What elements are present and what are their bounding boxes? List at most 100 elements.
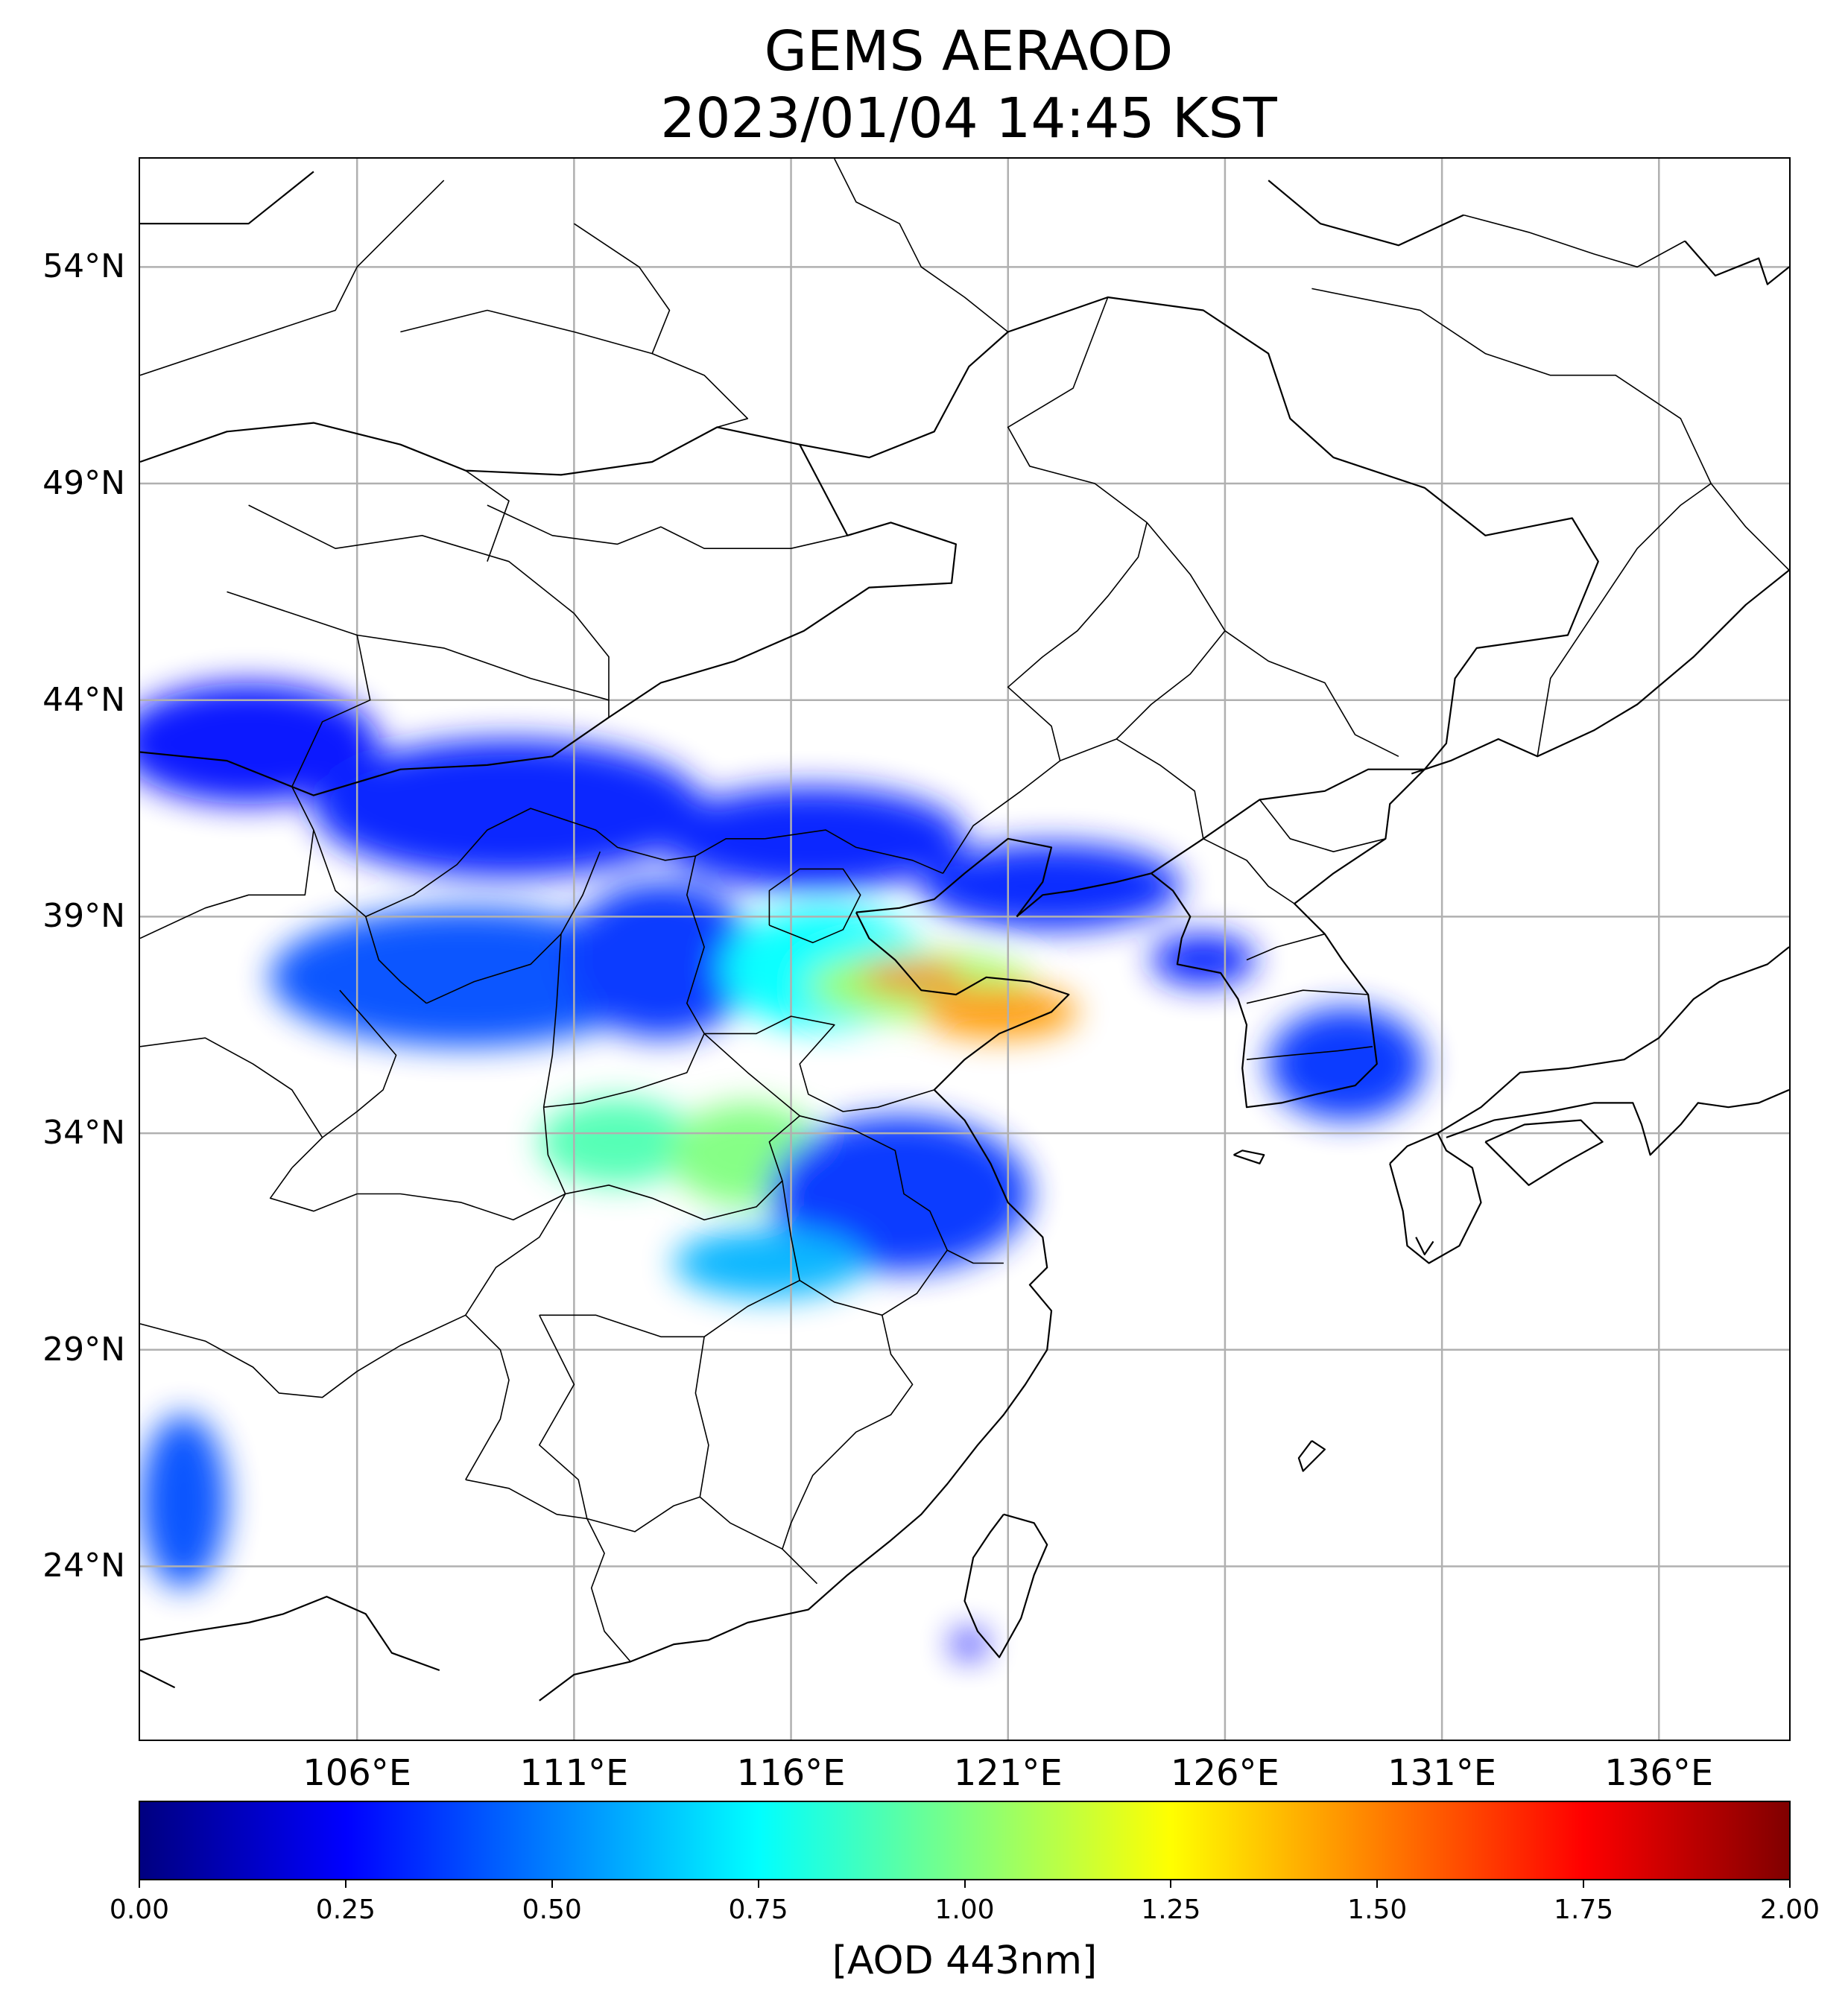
lon-tick-label: 111°E xyxy=(519,1752,629,1794)
coastline xyxy=(1233,1150,1265,1164)
lon-tick-label: 106°E xyxy=(303,1752,412,1794)
lon-tick-label: 121°E xyxy=(953,1752,1063,1794)
colorbar-tick-mark xyxy=(139,1879,140,1888)
lon-tick-label: 116°E xyxy=(736,1752,846,1794)
map-frame[interactable] xyxy=(139,157,1791,1741)
colorbar-title: [AOD 443nm] xyxy=(832,1938,1098,1983)
colorbar-tick-label: 1.75 xyxy=(1554,1895,1614,1925)
graticule xyxy=(140,159,1789,1740)
province-boundary xyxy=(1463,214,1686,268)
province-boundary xyxy=(465,469,510,562)
country-border xyxy=(140,171,314,225)
colorbar-tick-mark xyxy=(963,1879,966,1888)
province-boundary xyxy=(1146,521,1399,758)
province-boundary xyxy=(140,180,445,376)
province-boundary xyxy=(942,738,1204,874)
province-boundary xyxy=(140,1037,323,1138)
coastline xyxy=(1297,1439,1326,1472)
aod-patch-shanxi xyxy=(565,881,756,1039)
province-boundary xyxy=(834,159,1009,333)
country-borders xyxy=(140,171,1599,1689)
aod-patch-anhui-jiangsu xyxy=(769,1115,1030,1272)
country-border xyxy=(140,296,1599,796)
aod-patch-loess-plateau xyxy=(270,907,661,1047)
province-boundary xyxy=(1710,483,1789,571)
colorbar-tick-mark xyxy=(1583,1879,1585,1888)
lat-tick-label: 39°N xyxy=(42,897,125,936)
lon-tick-label: 126°E xyxy=(1170,1752,1279,1794)
province-boundary xyxy=(1537,483,1712,757)
province-boundary xyxy=(782,1315,914,1585)
lat-tick-label: 44°N xyxy=(42,680,125,719)
province-boundary xyxy=(800,1115,1004,1264)
colorbar-tick-label: 1.50 xyxy=(1347,1895,1408,1925)
country-border xyxy=(140,422,800,476)
province-boundary xyxy=(782,1180,948,1316)
province-boundary xyxy=(464,1193,566,1480)
title-datetime: 2023/01/04 14:45 KST xyxy=(660,86,1277,150)
coastline xyxy=(1415,1237,1434,1256)
province-boundary xyxy=(227,591,371,787)
coastline xyxy=(1437,946,1789,1135)
province-boundary xyxy=(704,1015,934,1112)
lat-tick-label: 49°N xyxy=(42,464,125,503)
province-boundary xyxy=(1007,297,1148,761)
coastlines xyxy=(539,240,1789,1702)
aod-patch-hubei xyxy=(674,1228,865,1299)
aod-patch-shandong-coast xyxy=(921,986,1078,1039)
aod-patch-taiwan-south xyxy=(952,1631,987,1658)
coastline xyxy=(1684,240,1789,285)
aod-patch-henan-west xyxy=(539,1098,696,1185)
country-border xyxy=(1268,180,1464,247)
province-boundary xyxy=(487,504,848,550)
country-border xyxy=(140,1595,440,1672)
province-boundary xyxy=(365,808,765,918)
province-boundary xyxy=(1246,1046,1373,1060)
colorbar-tick-label: 1.25 xyxy=(1141,1895,1201,1925)
coastline xyxy=(963,1513,1048,1658)
province-boundary xyxy=(686,855,705,1034)
colorbar-tick-mark xyxy=(1789,1879,1791,1888)
colorbar-tick-label: 2.00 xyxy=(1759,1895,1820,1925)
colorbar-tick-label: 0.50 xyxy=(522,1895,582,1925)
coastline xyxy=(1389,1132,1482,1264)
colorbar-tick-mark xyxy=(344,1879,346,1888)
page-title: GEMS AERAOD 2023/01/04 14:45 KST xyxy=(0,18,1848,152)
coastline xyxy=(855,837,1053,918)
country-border xyxy=(1151,768,1425,875)
aod-patch-hebei-north xyxy=(660,786,965,891)
province-boundary xyxy=(357,1107,566,1221)
province-boundary xyxy=(1246,933,1326,961)
province-boundary xyxy=(768,868,861,944)
colorbar-tick-label: 1.00 xyxy=(934,1895,995,1925)
title-product: GEMS AERAOD xyxy=(764,19,1174,83)
colorbar xyxy=(139,1801,1791,1880)
colorbar-tick-mark xyxy=(551,1879,553,1888)
province-boundaries xyxy=(140,159,1789,1662)
aod-layer xyxy=(140,682,1425,1658)
colorbar-tick-label: 0.00 xyxy=(109,1895,170,1925)
map-canvas[interactable] xyxy=(140,159,1789,1740)
province-boundary xyxy=(426,851,601,1004)
province-boundary xyxy=(1203,838,1295,904)
colorbar-tick-label: 0.75 xyxy=(728,1895,788,1925)
aod-patch-inner-mongolia-west xyxy=(140,682,379,805)
aod-patch-korea-southeast xyxy=(1268,1007,1425,1120)
coastline xyxy=(1484,1119,1604,1186)
aod-patch-yunnan-west xyxy=(140,1414,227,1588)
province-boundary xyxy=(248,504,610,717)
aod-patch-tianjin-plume xyxy=(860,964,965,991)
lon-tick-label: 131°E xyxy=(1387,1752,1497,1794)
lat-tick-label: 29°N xyxy=(42,1330,125,1369)
aod-patch-liaoning xyxy=(921,843,1182,930)
lat-tick-label: 54°N xyxy=(42,247,125,286)
coastline xyxy=(1151,768,1425,1109)
province-boundary xyxy=(1259,799,1386,853)
colorbar-tick-mark xyxy=(1376,1879,1379,1888)
province-boundary xyxy=(573,223,671,354)
coastline xyxy=(855,912,1070,1091)
coastline xyxy=(1016,872,1152,918)
province-boundary xyxy=(539,1279,800,1338)
coastline xyxy=(539,1089,1053,1702)
province-boundary xyxy=(543,1033,705,1108)
